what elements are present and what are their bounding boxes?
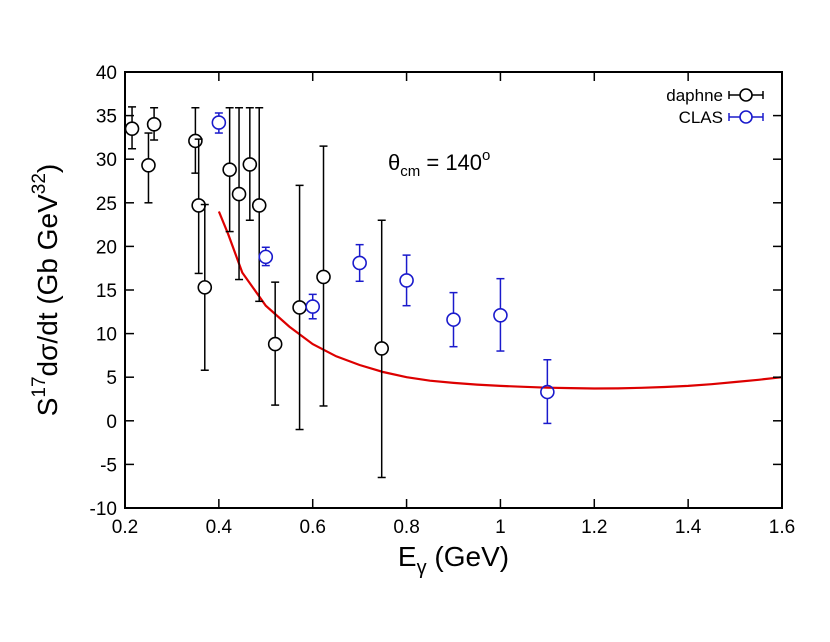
y-tick-label: 40: [96, 63, 117, 84]
data-point: [352, 243, 367, 283]
legend-circle: [739, 88, 753, 102]
y-tick-label: 5: [106, 368, 117, 389]
point-marker: [222, 162, 237, 177]
data-point: [146, 107, 162, 141]
x-tick-label: 0.6: [300, 517, 326, 538]
annotation-subscript: cm: [400, 163, 420, 180]
point-marker: [399, 273, 414, 288]
axis-ticks: 0.2 0.4 0.6 0.8 1 1.2 1.4 1.6 -10 -5 0 5 10 15 20 25 30 3…: [90, 63, 796, 538]
annotation-superscript: o: [482, 147, 490, 164]
y-tick-label: 20: [96, 237, 117, 258]
x-tick-label: 1.2: [581, 517, 607, 538]
point-marker: [242, 157, 258, 172]
data-point: [222, 107, 237, 233]
x-tick-label: 0.4: [206, 517, 233, 538]
x-tick-label: 0.8: [393, 517, 419, 538]
y-tick-label: 25: [96, 194, 117, 215]
data-point: [316, 145, 331, 407]
plot-frame: [124, 71, 783, 509]
x-tick-label: 1: [495, 517, 506, 538]
data-point: [124, 106, 140, 150]
point-marker: [493, 307, 508, 323]
point-marker: [374, 341, 389, 356]
point-marker: [251, 198, 267, 213]
y-label-end: ): [32, 164, 63, 173]
point-marker: [124, 121, 140, 136]
data-point: [188, 107, 203, 174]
plot-marks: [124, 106, 783, 479]
series-clas: [211, 112, 555, 425]
data-point: [258, 246, 274, 267]
data-point: [493, 277, 508, 352]
y-tick-label: -10: [90, 499, 117, 520]
data-point: [374, 219, 389, 479]
y-tick-label: -5: [100, 455, 117, 476]
legend-marker-daphne: [728, 88, 764, 102]
y-tick-label: 15: [96, 281, 117, 302]
point-marker: [540, 384, 555, 400]
angle-annotation: θcm = 140o: [388, 147, 490, 180]
data-point: [191, 138, 206, 275]
x-tick-label: 1.6: [769, 517, 795, 538]
legend-circle: [739, 110, 753, 124]
legend-label-daphne: daphne: [666, 86, 723, 105]
point-marker: [141, 158, 156, 173]
point-marker: [352, 255, 367, 271]
data-point: [251, 107, 267, 303]
legend-label-clas: CLAS: [679, 108, 723, 127]
point-marker: [197, 280, 213, 295]
data-point: [399, 254, 414, 307]
data-point: [292, 184, 307, 431]
y-label-superscript: 17: [29, 376, 50, 397]
point-marker: [305, 299, 321, 314]
point-marker: [191, 198, 206, 213]
annotation-equals: = 140: [420, 150, 482, 175]
legend-marker-clas: [728, 110, 764, 124]
data-point: [267, 281, 283, 406]
x-axis-label: Eγ (GeV): [398, 541, 509, 579]
legend: daphne CLAS: [666, 86, 764, 127]
data-point: [540, 359, 555, 425]
x-label-base: E: [398, 541, 417, 572]
y-label-middle: dσ/dt (Gb GeV: [32, 194, 63, 377]
y-tick-label: 30: [96, 150, 117, 171]
y-label-superscript-2: 32: [29, 173, 50, 194]
data-point: [305, 293, 321, 320]
point-marker: [146, 117, 162, 132]
y-tick-label: 10: [96, 325, 117, 346]
data-point: [231, 107, 247, 281]
point-marker: [446, 312, 461, 327]
point-marker: [292, 300, 307, 315]
x-tick-label: 0.2: [112, 517, 138, 538]
data-point: [446, 291, 461, 348]
y-axis-label: S17dσ/dt (Gb GeV32): [29, 164, 63, 417]
point-marker: [258, 249, 274, 265]
point-marker: [267, 336, 283, 352]
data-point: [211, 112, 227, 134]
point-marker: [211, 115, 227, 130]
x-label-unit: (GeV): [427, 541, 509, 572]
x-tick-label: 1.4: [675, 517, 702, 538]
point-marker: [316, 269, 331, 285]
y-tick-label: 0: [106, 412, 117, 433]
point-marker: [231, 186, 247, 202]
annotation-symbol: θ: [388, 150, 400, 175]
theory-curve: [217, 211, 783, 390]
data-point: [141, 132, 156, 204]
data-point: [242, 107, 258, 221]
data-point: [197, 203, 213, 371]
y-label-base: S: [32, 398, 63, 417]
y-tick-label: 35: [96, 107, 117, 128]
point-marker: [188, 133, 203, 149]
x-label-subscript: γ: [417, 557, 427, 579]
